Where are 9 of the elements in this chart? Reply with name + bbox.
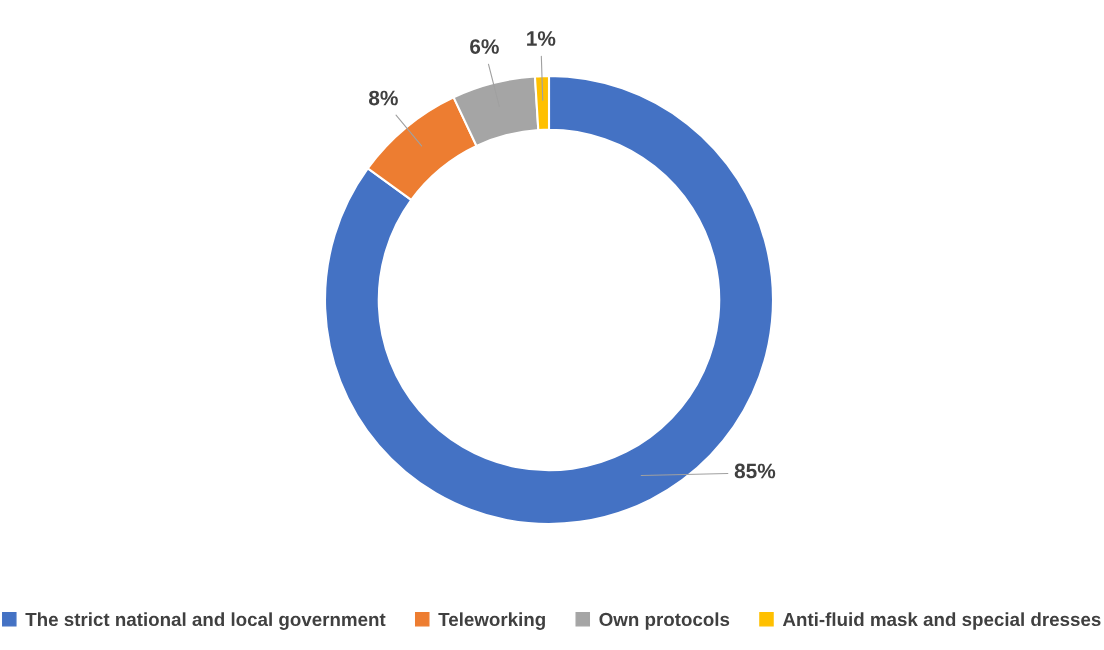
data-label: 85% xyxy=(734,463,776,479)
legend-label: Own protocols xyxy=(599,612,730,630)
legend-label: The strict national and local government xyxy=(25,612,386,630)
data-label: 8% xyxy=(368,90,398,106)
data-label: 1% xyxy=(527,31,556,46)
legend-label: Anti-fluid mask and special dresses xyxy=(782,612,1101,630)
donut-slice xyxy=(323,74,775,526)
legend-label: Teleworking xyxy=(438,612,545,630)
data-label: 6% xyxy=(470,39,499,54)
